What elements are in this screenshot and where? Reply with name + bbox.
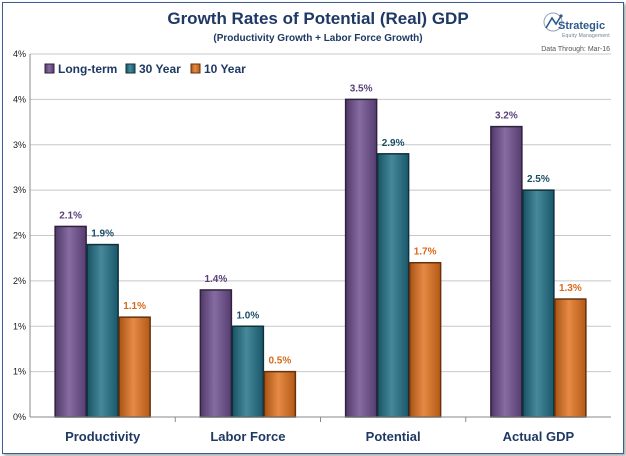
bar-30-year-labor-force — [231, 325, 265, 418]
legend-label-long-term: Long-term — [58, 62, 117, 76]
data-labels: 2.1% 1.9% 1.1% 1.4% 1.0% 0.5% 3.5% 2.9% 1.7% 3.2%… — [59, 83, 582, 366]
legend-swatch-30-year — [125, 63, 136, 74]
legend-swatch-10-year — [190, 63, 201, 74]
legend-swatch-long-term — [44, 63, 55, 74]
y-tick-label: 3% — [13, 185, 26, 195]
data-label-30-year: 1.9% — [91, 229, 114, 240]
y-tick-label: 2% — [13, 231, 26, 241]
x-tick-label: Actual GDP — [503, 429, 575, 444]
x-tick-label: Potential — [366, 429, 421, 444]
bar-30-year-productivity — [86, 243, 119, 418]
y-tick-label: 2% — [13, 276, 26, 286]
bar-30-year-potential — [376, 153, 410, 418]
x-tick-label: Productivity — [65, 429, 141, 444]
axes: 0% 1% 1% 2% 2% 3% 3% 4% 4% Productivity Labor Forc… — [13, 49, 611, 444]
bar-long-term-labor-force — [199, 289, 233, 418]
y-tick-label: 4% — [13, 94, 26, 104]
logo-subtext: Equity Management — [562, 33, 610, 39]
y-tick-label: 1% — [13, 367, 26, 377]
data-label-10-year: 1.3% — [559, 283, 582, 294]
chart-title: Growth Rates of Potential (Real) GDP — [167, 9, 468, 28]
data-label-10-year: 0.5% — [268, 356, 291, 367]
bar-long-term-potential — [344, 98, 378, 418]
y-tick-label: 1% — [13, 321, 26, 331]
data-label-10-year: 1.7% — [414, 247, 437, 258]
data-label-long-term: 3.2% — [495, 111, 518, 122]
bar-10-year-actual-gdp — [554, 298, 587, 418]
data-label-30-year: 2.9% — [382, 138, 405, 149]
bar-10-year-labor-force — [263, 370, 297, 418]
logo-wordmark: Strategic — [558, 20, 606, 32]
bar-10-year-productivity — [118, 316, 151, 418]
data-label-long-term: 1.4% — [204, 274, 227, 285]
chart-subtitle: (Productivity Growth + Labor Force Growt… — [213, 33, 422, 44]
data-label-30-year: 2.5% — [527, 174, 550, 185]
legend-label-10-year: 10 Year — [204, 62, 246, 76]
bars — [54, 98, 587, 418]
legend: Long-term 30 Year 10 Year — [44, 62, 246, 76]
bar-long-term-actual-gdp — [490, 125, 523, 418]
y-tick-label: 0% — [13, 412, 26, 422]
y-tick-label: 3% — [13, 140, 26, 150]
y-tick-label: 4% — [13, 49, 26, 59]
bar-30-year-actual-gdp — [522, 189, 555, 418]
bar-10-year-potential — [408, 261, 442, 418]
bar-long-term-productivity — [54, 225, 87, 418]
data-label-30-year: 1.0% — [236, 310, 259, 321]
strategic-logo-icon — [543, 12, 563, 32]
data-label-long-term: 3.5% — [350, 83, 373, 94]
legend-label-30-year: 30 Year — [139, 62, 181, 76]
data-through-note: Data Through: Mar-16 — [541, 46, 610, 53]
data-label-10-year: 1.1% — [123, 301, 146, 312]
x-tick-label: Labor Force — [210, 429, 285, 444]
data-label-long-term: 2.1% — [59, 210, 82, 221]
